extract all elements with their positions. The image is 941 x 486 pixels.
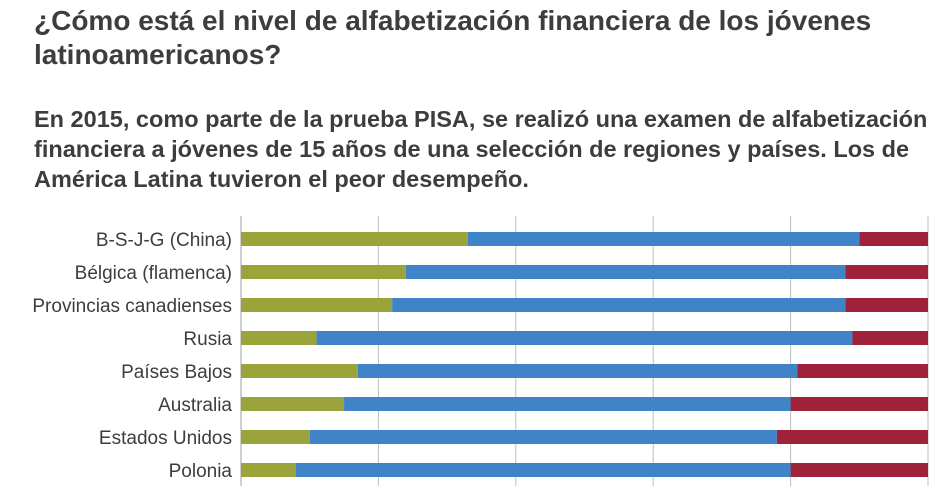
category-labels: B-S-J-G (China) Bélgica (flamenca) Provinc…: [32, 230, 232, 482]
chart-title: ¿Cómo está el nivel de alfabetización fi…: [34, 5, 872, 70]
bar-segment-3: [797, 364, 928, 378]
bar-segment-2: [316, 331, 853, 345]
bar-segment-3: [852, 331, 928, 345]
bar-segment-1: [241, 430, 310, 444]
bar-segment-2: [295, 463, 791, 477]
category-label: B-S-J-G (China): [96, 230, 232, 251]
category-label: Estados Unidos: [99, 428, 232, 449]
bar-segment-1: [241, 298, 393, 312]
category-label: Provincias canadienses: [32, 296, 232, 317]
bar-segment-1: [241, 265, 406, 279]
bar-segment-3: [845, 298, 928, 312]
gridlines: [240, 216, 929, 486]
bar-segment-2: [467, 232, 860, 246]
bar-segment-1: [241, 397, 345, 411]
bar-segment-2: [309, 430, 777, 444]
category-label: Países Bajos: [121, 362, 232, 383]
bar-segment-1: [241, 463, 296, 477]
bar-segment-2: [357, 364, 798, 378]
bar-segment-3: [790, 397, 928, 411]
bar-segment-1: [241, 364, 358, 378]
bar-segment-2: [344, 397, 791, 411]
bar-segment-3: [790, 463, 928, 477]
bars: [241, 232, 928, 477]
bar-segment-3: [859, 232, 928, 246]
chart-subtitle: En 2015, como parte de la prueba PISA, s…: [34, 106, 928, 192]
bar-segment-3: [776, 430, 928, 444]
bar-segment-3: [845, 265, 928, 279]
bar-segment-1: [241, 331, 317, 345]
stacked-bar-chart: B-S-J-G (China) Bélgica (flamenca) Provinc…: [32, 216, 929, 486]
bar-segment-1: [241, 232, 468, 246]
bar-segment-2: [405, 265, 846, 279]
bar-segment-2: [392, 298, 846, 312]
category-label: Australia: [158, 395, 232, 416]
category-label: Polonia: [169, 461, 233, 482]
category-label: Rusia: [183, 329, 232, 350]
category-label: Bélgica (flamenca): [75, 263, 232, 284]
